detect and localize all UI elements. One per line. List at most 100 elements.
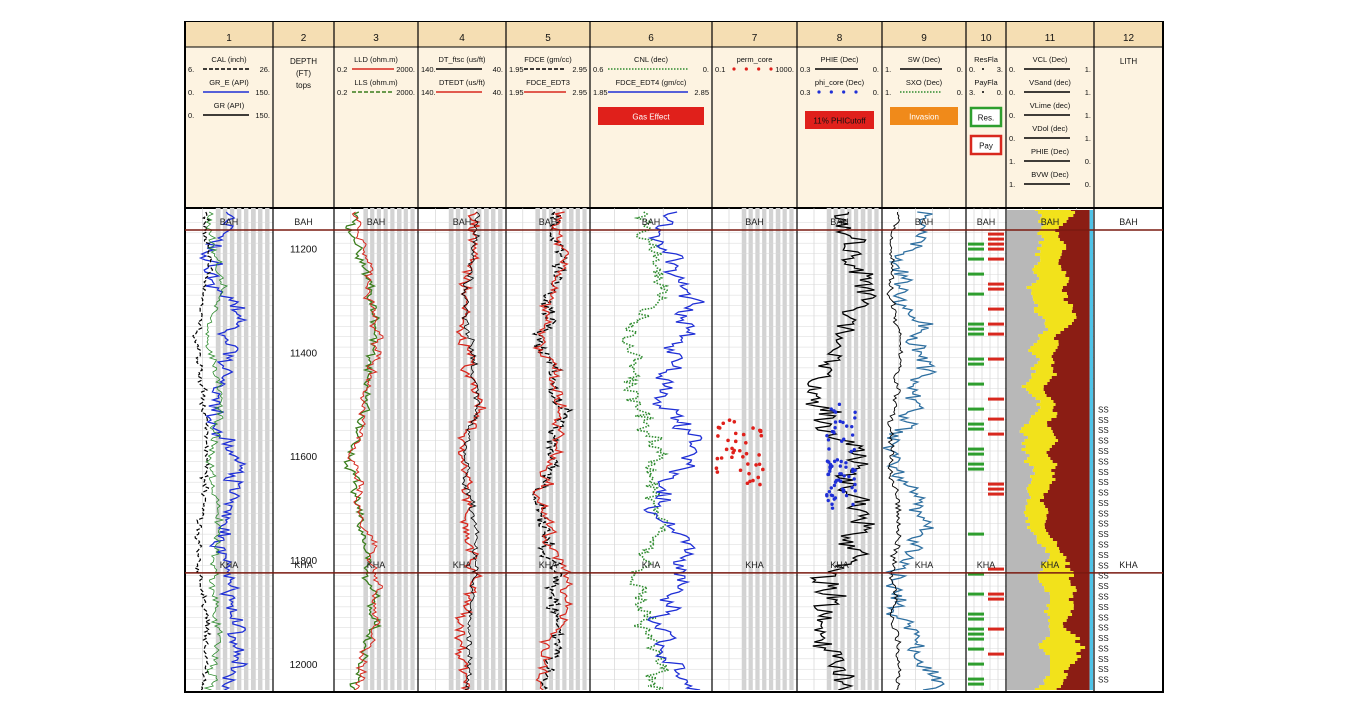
phie-fill <box>1048 511 1090 514</box>
curve-cnl <box>620 211 670 690</box>
grid-band <box>258 208 263 690</box>
depth-tick-11400: 11400 <box>290 348 318 359</box>
vcl-fill <box>1007 331 1044 334</box>
phie-fill <box>1046 394 1090 397</box>
vsand-fill <box>1031 283 1067 286</box>
bvw-fill <box>1089 259 1093 262</box>
phie-fill <box>1061 268 1090 271</box>
vsand-fill <box>1038 304 1074 307</box>
vsand-fill <box>1040 406 1054 409</box>
phie-fill <box>1069 562 1090 565</box>
header-track-2-label: (FT) <box>296 69 311 78</box>
grid-band <box>762 208 767 690</box>
header-track-2-label: DEPTH <box>290 57 317 66</box>
header-track-11-curve-max: 1. <box>1085 134 1091 143</box>
bvw-fill <box>1089 688 1093 690</box>
vcl-fill <box>1007 313 1039 316</box>
perm-core-point <box>714 466 719 471</box>
bvw-fill <box>1089 235 1093 238</box>
formation-top-label-BAH: BAH <box>642 217 661 227</box>
vcl-fill <box>1007 301 1035 304</box>
header-track-8-curve-max: 0. <box>873 88 879 97</box>
phie-fill <box>1058 235 1090 238</box>
formation-top-label-KHA: KHA <box>977 560 996 570</box>
phie-fill <box>1056 688 1090 690</box>
phi-core-point <box>849 449 854 454</box>
res-flag <box>968 382 984 386</box>
vcl-fill <box>1007 514 1026 517</box>
phie-fill <box>1059 238 1090 241</box>
vsand-fill <box>1032 268 1062 271</box>
phie-fill <box>1047 382 1090 385</box>
bvw-fill <box>1089 526 1093 529</box>
phie-fill <box>1068 280 1090 283</box>
phie-fill <box>1058 439 1090 442</box>
bvw-fill <box>1089 679 1093 682</box>
perm-core-point <box>751 426 755 430</box>
vsand-fill <box>1046 604 1074 607</box>
header-track-1-curve-name: GR_E (API) <box>209 78 249 87</box>
bvw-fill <box>1089 469 1093 472</box>
perm-core-point <box>756 475 761 480</box>
phie-fill <box>1073 601 1090 604</box>
vcl-fill <box>1007 451 1026 454</box>
vsand-fill <box>1031 289 1062 292</box>
formation-top-label-BAH: BAH <box>830 217 849 227</box>
res-flag <box>968 362 984 366</box>
perm-core-point <box>741 432 746 437</box>
phie-fill <box>1069 664 1090 667</box>
perm-core-point <box>747 471 751 476</box>
phie-fill <box>1048 454 1090 457</box>
perm-core-point <box>757 453 761 457</box>
bvw-fill <box>1089 295 1093 298</box>
bvw-fill <box>1089 523 1093 526</box>
formation-top-label-KHA: KHA <box>745 560 764 570</box>
vcl-fill <box>1007 490 1028 493</box>
bvw-fill <box>1089 637 1093 640</box>
header-track-4-curve-max: 40. <box>493 88 503 97</box>
vcl-fill <box>1007 493 1030 496</box>
bvw-fill <box>1089 673 1093 676</box>
perm-core-point <box>738 468 743 473</box>
legend-point <box>732 67 736 71</box>
phi-core-point <box>830 502 834 506</box>
vsand-fill <box>1037 262 1059 265</box>
vcl-fill <box>1007 610 1045 613</box>
vsand-fill <box>1026 487 1050 490</box>
vsand-fill <box>1033 466 1056 469</box>
bvw-fill <box>1089 220 1093 223</box>
phie-fill <box>1046 514 1090 517</box>
phi-core-point <box>828 469 832 473</box>
grid-band <box>840 208 845 690</box>
phie-fill <box>1052 475 1090 478</box>
vsand-fill <box>1045 319 1074 322</box>
bvw-fill <box>1089 442 1093 445</box>
phie-fill <box>1051 418 1090 421</box>
bvw-fill <box>1089 676 1093 679</box>
vcl-fill <box>1007 568 1044 571</box>
vcl-fill <box>1007 628 1050 631</box>
vsand-fill <box>1023 511 1049 514</box>
vsand-fill <box>1039 358 1054 361</box>
grid-band <box>383 208 388 690</box>
phi-core-point <box>832 497 836 501</box>
phie-fill <box>1070 210 1090 211</box>
phie-fill <box>1062 286 1090 289</box>
phi-core-point <box>850 485 854 490</box>
vcl-fill <box>1007 679 1044 682</box>
phi-core-point <box>832 459 837 464</box>
curve-gr <box>203 211 229 690</box>
bvw-fill <box>1089 241 1093 244</box>
phi-core-point <box>844 461 848 465</box>
res-flag <box>968 592 984 596</box>
header-track-6-fill-legend-box <box>598 107 704 125</box>
vcl-fill <box>1007 391 1029 394</box>
phie-fill <box>1076 316 1090 319</box>
phi-core-point <box>853 489 857 493</box>
vsand-fill <box>1029 463 1058 466</box>
bvw-fill <box>1089 247 1093 250</box>
res-flag <box>968 272 984 276</box>
bvw-fill <box>1089 355 1093 358</box>
vsand-fill <box>1045 550 1060 553</box>
bvw-fill <box>1089 316 1093 319</box>
